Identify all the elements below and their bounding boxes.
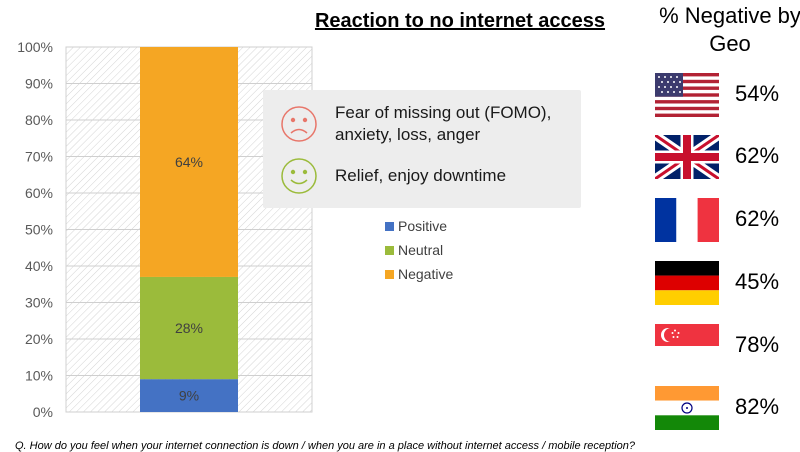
geo-row-singapore: 78%	[655, 324, 779, 368]
legend-swatch-neutral	[385, 245, 394, 255]
bar-data-label-negative: 64%	[175, 154, 203, 170]
geo-row-india: 82%	[655, 386, 779, 430]
chart-legend: Positive Neutral Negative	[385, 214, 453, 286]
singapore-flag-icon	[655, 324, 719, 368]
reaction-callout: Fear of missing out (FOMO), anxiety, los…	[263, 90, 581, 208]
geo-title: % Negative by Geo	[659, 3, 800, 56]
callout-text-positive: Relief, enjoy downtime	[335, 166, 507, 185]
y-tick-label: 100%	[17, 39, 53, 55]
geo-row-usa: 54%	[655, 73, 779, 117]
y-tick-label: 80%	[25, 112, 53, 128]
usa-flag-icon	[655, 73, 719, 117]
geo-value-usa: 54%	[735, 81, 780, 106]
legend-item-negative: Negative	[385, 262, 453, 286]
callout-text-negative: Fear of missing out (FOMO), anxiety, los…	[335, 103, 552, 144]
y-tick-label: 60%	[25, 185, 53, 201]
geo-value-germany: 45%	[735, 269, 780, 294]
sad-face-icon	[281, 106, 317, 142]
bar-data-label-neutral: 28%	[175, 320, 203, 336]
legend-label-negative: Negative	[398, 266, 454, 282]
geo-value-india: 82%	[735, 394, 780, 419]
bar-segment-positive	[140, 379, 238, 412]
geo-value-uk: 62%	[735, 143, 780, 168]
bar-data-label-positive: 9%	[179, 388, 199, 404]
y-tick-label: 40%	[25, 258, 53, 274]
survey-question-footnote: Q. How do you feel when your internet co…	[15, 440, 636, 452]
legend-swatch-negative	[385, 269, 394, 279]
geo-row-germany: 45%	[655, 261, 779, 305]
legend-label-positive: Positive	[398, 218, 448, 234]
geo-value-singapore: 78%	[735, 332, 780, 357]
y-tick-label: 10%	[25, 368, 53, 384]
happy-face-icon	[281, 158, 317, 194]
legend-label-neutral: Neutral	[398, 242, 444, 258]
legend-item-neutral: Neutral	[385, 238, 453, 262]
bar-segment-neutral	[140, 276, 238, 380]
india-flag-icon	[655, 386, 719, 430]
y-tick-label: 30%	[25, 295, 53, 311]
y-tick-label: 50%	[25, 222, 53, 238]
uk-flag-icon	[655, 135, 719, 179]
legend-swatch-positive	[385, 221, 394, 231]
y-tick-label: 0%	[33, 404, 53, 420]
bar-segment-negative	[140, 47, 238, 277]
geo-value-france: 62%	[735, 206, 780, 231]
y-tick-label: 90%	[25, 76, 53, 92]
callout-row-negative: Fear of missing out (FOMO), anxiety, los…	[279, 102, 575, 146]
germany-flag-icon	[655, 261, 719, 305]
geo-row-uk: 62%	[655, 135, 779, 179]
legend-item-positive: Positive	[385, 214, 453, 238]
y-tick-label: 70%	[25, 149, 53, 165]
chart-title: Reaction to no internet access	[314, 10, 606, 32]
geo-row-france: 62%	[655, 198, 779, 242]
callout-row-positive: Relief, enjoy downtime	[279, 156, 506, 196]
france-flag-icon	[655, 198, 719, 242]
y-tick-label: 20%	[25, 331, 53, 347]
